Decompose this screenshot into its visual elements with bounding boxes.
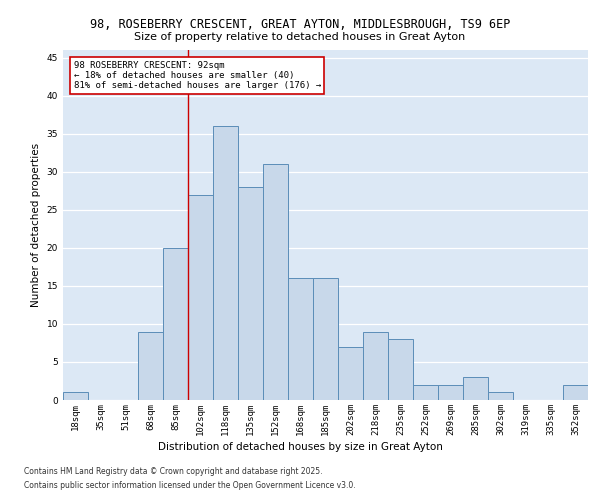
Bar — [463, 377, 488, 400]
Bar — [563, 385, 588, 400]
Text: Size of property relative to detached houses in Great Ayton: Size of property relative to detached ho… — [134, 32, 466, 42]
Bar — [238, 187, 263, 400]
Bar — [263, 164, 288, 400]
Bar — [188, 194, 213, 400]
Bar — [338, 346, 363, 400]
Bar — [213, 126, 238, 400]
Text: Distribution of detached houses by size in Great Ayton: Distribution of detached houses by size … — [158, 442, 442, 452]
Bar — [63, 392, 88, 400]
Text: 98, ROSEBERRY CRESCENT, GREAT AYTON, MIDDLESBROUGH, TS9 6EP: 98, ROSEBERRY CRESCENT, GREAT AYTON, MID… — [90, 18, 510, 30]
Text: Contains HM Land Registry data © Crown copyright and database right 2025.
Contai: Contains HM Land Registry data © Crown c… — [24, 468, 356, 489]
Bar — [488, 392, 513, 400]
Bar — [138, 332, 163, 400]
Text: 98 ROSEBERRY CRESCENT: 92sqm
← 18% of detached houses are smaller (40)
81% of se: 98 ROSEBERRY CRESCENT: 92sqm ← 18% of de… — [74, 60, 321, 90]
Bar — [313, 278, 338, 400]
Bar — [288, 278, 313, 400]
Bar — [413, 385, 438, 400]
Bar — [388, 339, 413, 400]
Bar — [438, 385, 463, 400]
Bar — [163, 248, 188, 400]
Bar — [363, 332, 388, 400]
Y-axis label: Number of detached properties: Number of detached properties — [31, 143, 41, 307]
